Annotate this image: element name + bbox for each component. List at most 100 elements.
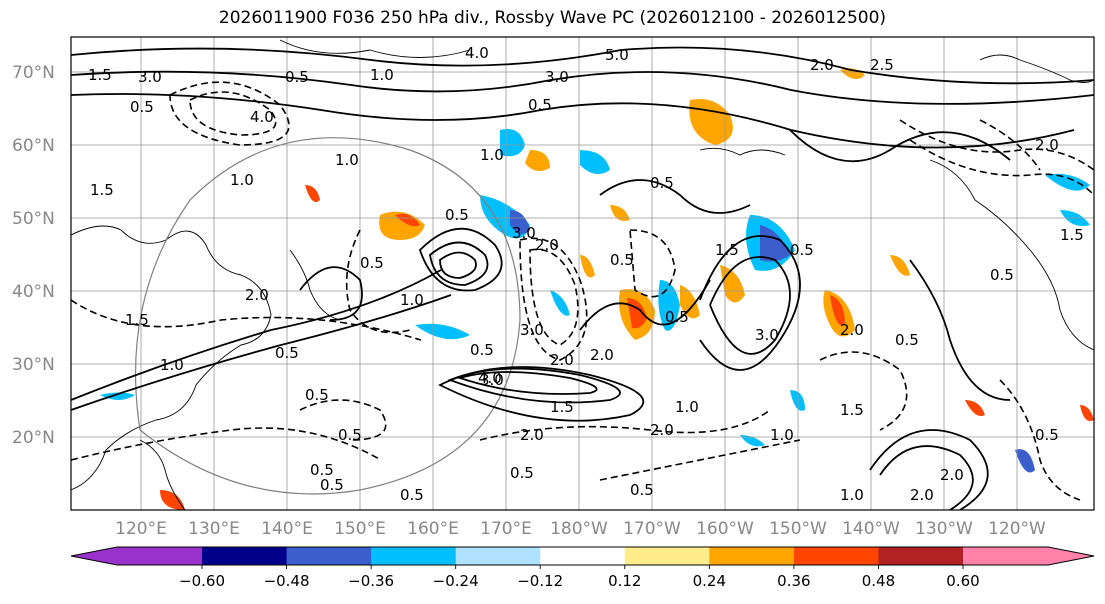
svg-text:1.0: 1.0 — [840, 486, 864, 504]
svg-text:3.0: 3.0 — [755, 326, 779, 344]
svg-text:1.0: 1.0 — [160, 356, 184, 374]
svg-text:2.0: 2.0 — [810, 56, 834, 74]
svg-text:2.0: 2.0 — [940, 466, 964, 484]
colorbar-segment — [709, 547, 795, 565]
colorbar-outline — [70, 546, 1095, 566]
svg-text:2.5: 2.5 — [870, 56, 894, 74]
svg-text:0.5: 0.5 — [610, 251, 634, 269]
colorbar-segment — [540, 547, 626, 565]
lat-label: 40°N — [12, 282, 55, 302]
svg-text:0.5: 0.5 — [310, 461, 334, 479]
svg-text:2.0: 2.0 — [550, 351, 574, 369]
svg-text:0.5: 0.5 — [130, 98, 154, 116]
lon-label: 120°W — [988, 519, 1046, 539]
colorbar-tick-label: 0.24 — [693, 572, 726, 590]
svg-text:3.0: 3.0 — [545, 68, 569, 86]
svg-text:1.0: 1.0 — [230, 171, 254, 189]
svg-text:0.5: 0.5 — [445, 206, 469, 224]
colorbar-segment — [624, 547, 710, 565]
lon-label: 140°E — [261, 519, 313, 539]
colorbar-tick-label: 0.60 — [946, 572, 979, 590]
svg-text:1.0: 1.0 — [770, 426, 794, 444]
svg-text:1.5: 1.5 — [125, 311, 149, 329]
svg-text:1.0: 1.0 — [480, 146, 504, 164]
lon-label: 150°W — [769, 519, 827, 539]
svg-text:0.5: 0.5 — [275, 344, 299, 362]
svg-text:2.0: 2.0 — [245, 286, 269, 304]
map-frame — [70, 36, 1095, 511]
lon-label: 130°E — [188, 519, 240, 539]
svg-text:0.5: 0.5 — [650, 174, 674, 192]
svg-text:0.5: 0.5 — [305, 386, 329, 404]
colorbar-segment — [455, 547, 541, 565]
svg-text:0.5: 0.5 — [630, 481, 654, 499]
lon-label: 120°E — [115, 519, 167, 539]
colorbar-segment — [71, 547, 202, 565]
lon-label: 160°E — [407, 519, 459, 539]
svg-text:0.5: 0.5 — [510, 464, 534, 482]
lon-label: 150°E — [334, 519, 386, 539]
colorbar-tick-label: −0.48 — [264, 572, 310, 590]
svg-text:2.0: 2.0 — [520, 426, 544, 444]
svg-text:2.0: 2.0 — [535, 236, 559, 254]
latitude-labels: 70°N 60°N 50°N 40°N 30°N 20°N — [12, 63, 55, 448]
svg-text:1.0: 1.0 — [400, 291, 424, 309]
svg-text:3.0: 3.0 — [138, 68, 162, 86]
svg-text:0.5: 0.5 — [528, 96, 552, 114]
lat-label: 70°N — [12, 63, 55, 83]
svg-text:0.5: 0.5 — [665, 308, 689, 326]
svg-text:4.0: 4.0 — [478, 369, 502, 387]
gridlines — [71, 37, 1094, 510]
svg-text:0.5: 0.5 — [400, 486, 424, 504]
svg-text:3.0: 3.0 — [520, 321, 544, 339]
svg-text:0.5: 0.5 — [790, 241, 814, 259]
lat-label: 20°N — [12, 428, 55, 448]
svg-text:2.0: 2.0 — [840, 321, 864, 339]
map-panel: 1.5 3.0 0.5 4.0 1.0 5.0 3.0 0.5 2.0 2.5 … — [70, 36, 1095, 511]
svg-text:2.0: 2.0 — [650, 421, 674, 439]
lat-label: 60°N — [12, 136, 55, 156]
svg-text:0.5: 0.5 — [320, 476, 344, 494]
lat-label: 50°N — [12, 209, 55, 229]
svg-text:0.5: 0.5 — [285, 68, 309, 86]
colorbar-segment — [371, 547, 457, 565]
lon-label: 130°W — [915, 519, 973, 539]
svg-text:1.5: 1.5 — [840, 401, 864, 419]
colorbar-segment — [286, 547, 372, 565]
svg-text:4.0: 4.0 — [465, 44, 489, 62]
colorbar-segment — [878, 547, 964, 565]
lon-label: 180°W — [550, 519, 608, 539]
svg-text:2.0: 2.0 — [590, 346, 614, 364]
lon-label: 170°W — [623, 519, 681, 539]
svg-text:0.5: 0.5 — [895, 331, 919, 349]
svg-text:0.5: 0.5 — [338, 426, 362, 444]
colorbar-segment — [202, 547, 288, 565]
svg-text:0.5: 0.5 — [1035, 426, 1059, 444]
colorbar-tick-label: −0.24 — [433, 572, 479, 590]
svg-text:2.0: 2.0 — [1035, 136, 1059, 154]
svg-text:1.5: 1.5 — [88, 66, 112, 84]
lon-label: 140°W — [842, 519, 900, 539]
svg-text:5.0: 5.0 — [605, 46, 629, 64]
svg-text:1.5: 1.5 — [550, 398, 574, 416]
svg-text:2.0: 2.0 — [910, 486, 934, 504]
contour-labels: 1.5 3.0 0.5 4.0 1.0 5.0 3.0 0.5 2.0 2.5 … — [88, 44, 1084, 504]
svg-text:3.0: 3.0 — [512, 224, 536, 242]
colorbar-segment — [793, 547, 879, 565]
svg-text:3.0: 3.0 — [480, 371, 504, 389]
colorbar: −0.60 −0.48 −0.36 −0.24 −0.12 0.12 0.24 0.36 0.4… — [70, 546, 1095, 590]
svg-text:1.5: 1.5 — [1060, 226, 1084, 244]
lat-label: 30°N — [12, 355, 55, 375]
svg-text:4.0: 4.0 — [250, 108, 274, 126]
colorbar-segment — [963, 547, 1094, 565]
map-background — [71, 37, 1094, 510]
shading-layer — [100, 68, 1094, 510]
colorbar-tick-label: 0.12 — [608, 572, 641, 590]
colorbar-tick-label: 0.48 — [862, 572, 895, 590]
dashed-contours — [71, 81, 1094, 501]
svg-text:0.5: 0.5 — [990, 266, 1014, 284]
colorbar-tick-label: −0.12 — [517, 572, 563, 590]
svg-text:0.5: 0.5 — [360, 254, 384, 272]
colorbar-tick-label: 0.36 — [777, 572, 810, 590]
